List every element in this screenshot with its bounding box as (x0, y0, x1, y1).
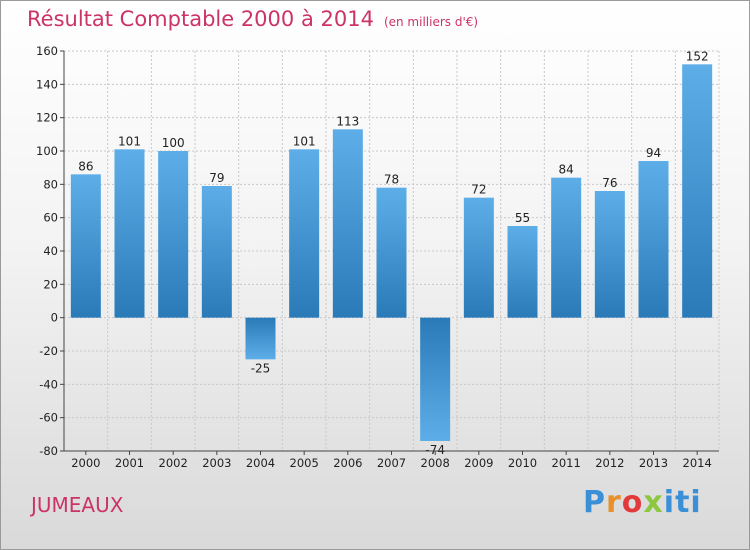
x-tick-label-2002: 2002 (159, 456, 188, 470)
data-label-2001: 101 (118, 134, 141, 148)
bar-2005 (289, 149, 320, 318)
y-tick-label: 60 (43, 211, 58, 225)
proxiti-logo: Proxiti (583, 485, 702, 520)
bar-2007 (376, 187, 407, 318)
chart-unit: (en milliers d'€) (383, 15, 479, 29)
bar-2008 (420, 317, 451, 441)
x-tick-label-2006: 2006 (333, 456, 362, 470)
data-label-2008: -74 (425, 443, 445, 457)
bar-2000 (70, 174, 101, 318)
data-label-2004: -25 (251, 361, 271, 375)
data-label-2009: 72 (471, 183, 486, 197)
x-tick-label-2012: 2012 (595, 456, 624, 470)
chart-title-text: Résultat Comptable 2000 à 2014 (27, 7, 374, 31)
chart-title: Résultat Comptable 2000 à 2014 (en millie… (27, 7, 478, 31)
place-name: JUMEAUX (31, 493, 124, 517)
bar-2010 (507, 226, 538, 318)
x-tick-label-2008: 2008 (421, 456, 450, 470)
data-label-2005: 101 (293, 134, 316, 148)
y-tick-label: -40 (39, 377, 58, 391)
bar-2014 (682, 64, 713, 318)
data-label-2006: 113 (336, 114, 359, 128)
data-label-2000: 86 (78, 159, 93, 173)
x-tick-label-2009: 2009 (464, 456, 493, 470)
data-label-2010: 55 (515, 211, 530, 225)
bar-2013 (638, 161, 669, 318)
bar-2001 (114, 149, 145, 318)
bar-2004 (245, 317, 276, 360)
y-tick-label: 140 (36, 77, 58, 91)
x-tick-label-2005: 2005 (290, 456, 319, 470)
x-tick-label-2014: 2014 (683, 456, 712, 470)
data-label-2003: 79 (209, 171, 224, 185)
y-tick-label: -20 (39, 344, 58, 358)
bars: 86 101 100 79 -25 101 113 78 -74 72 55 84 76 94 152 (70, 49, 713, 457)
data-label-2011: 84 (559, 163, 574, 177)
data-label-2002: 100 (162, 136, 185, 150)
bar-2006 (332, 129, 363, 318)
data-label-2007: 78 (384, 173, 399, 187)
y-tick-label: 0 (51, 311, 58, 325)
x-tick-label-2003: 2003 (202, 456, 231, 470)
axes: -80 -60 -40 -20 0 20 40 60 80 100 120 140 160 2000 200… (36, 44, 719, 470)
bar-2003 (201, 186, 232, 318)
y-tick-label: 100 (36, 144, 58, 158)
y-tick-label: 160 (36, 44, 58, 58)
x-tick-label-2000: 2000 (71, 456, 100, 470)
y-tick-label: 20 (43, 277, 58, 291)
bar-2002 (158, 151, 189, 318)
bar-2009 (463, 197, 494, 318)
y-tick-label: -60 (39, 411, 58, 425)
x-tick-label-2010: 2010 (508, 456, 537, 470)
x-tick-label-2004: 2004 (246, 456, 275, 470)
data-label-2014: 152 (686, 49, 709, 63)
y-tick-label: 40 (43, 244, 58, 258)
x-tick-label-2011: 2011 (552, 456, 581, 470)
y-tick-label: 80 (43, 177, 58, 191)
y-tick-label: -80 (39, 444, 58, 458)
data-label-2012: 76 (602, 176, 617, 190)
x-tick-label-2001: 2001 (115, 456, 144, 470)
data-label-2013: 94 (646, 146, 661, 160)
y-tick-label: 120 (36, 111, 58, 125)
bar-2012 (594, 191, 625, 318)
bar-2011 (551, 177, 582, 318)
x-tick-label-2007: 2007 (377, 456, 406, 470)
x-tick-label-2013: 2013 (639, 456, 668, 470)
